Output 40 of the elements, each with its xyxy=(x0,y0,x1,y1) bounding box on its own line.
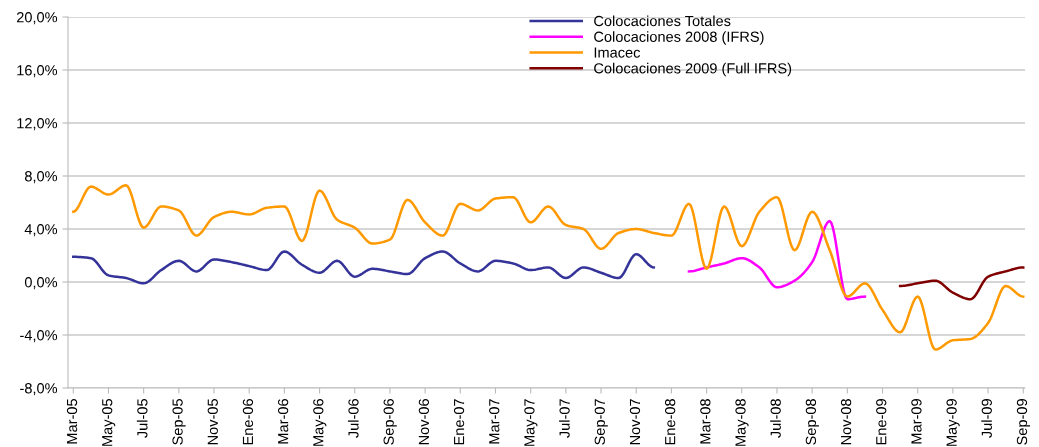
x-tick-label: Mar-06 xyxy=(277,399,289,444)
x-tick-label: May-08 xyxy=(735,399,749,446)
y-tick-label: -4,0% xyxy=(20,330,58,343)
x-tick-label: Ene-07 xyxy=(453,399,465,445)
legend-label: Colocaciones 2008 (IFRS) xyxy=(594,31,764,45)
x-tick-label: Sep-08 xyxy=(805,399,819,445)
x-tick-label: Mar-08 xyxy=(700,399,711,444)
x-tick-label: Mar-07 xyxy=(489,399,500,444)
x-tick-label: Sep-05 xyxy=(172,399,186,445)
x-tick-label: Jul-06 xyxy=(347,399,359,438)
y-tick-label: 12,0% xyxy=(17,118,58,131)
legend-label: Imacec xyxy=(594,47,641,58)
x-tick-label: Nov-08 xyxy=(840,399,852,445)
x-tick-label: Mar-09 xyxy=(911,399,922,444)
x-tick-label: Sep-06 xyxy=(383,399,397,445)
x-tick-label: Ene-09 xyxy=(876,399,887,445)
x-tick-label: Ene-08 xyxy=(664,399,676,445)
x-tick-label: Jul-08 xyxy=(770,399,781,438)
x-tick-label: Jul-07 xyxy=(559,399,570,438)
x-tick-label: Jul-09 xyxy=(981,399,992,438)
x-tick-label: Mar-05 xyxy=(66,399,78,444)
x-tick-label: Nov-05 xyxy=(207,399,218,445)
y-tick-label: 20,0% xyxy=(16,12,58,25)
x-tick-label: May-05 xyxy=(102,399,116,446)
x-tick-label: Sep-07 xyxy=(594,399,608,445)
legend-label: Colocaciones Totales xyxy=(594,15,731,27)
x-tick-label: May-07 xyxy=(524,399,538,446)
x-tick-label: Nov-06 xyxy=(418,399,430,445)
y-tick-label: 16,0% xyxy=(17,65,58,78)
y-tick-label: 8,0% xyxy=(24,171,58,184)
y-tick-label: 4,0% xyxy=(24,224,58,237)
y-tick-label: 0,0% xyxy=(24,277,58,290)
y-tick-label: -8,0% xyxy=(20,383,58,396)
x-tick-label: May-06 xyxy=(313,399,327,446)
x-tick-label: Sep-09 xyxy=(1016,399,1031,445)
legend-label: Colocaciones 2009 (Full IFRS) xyxy=(594,62,792,77)
x-tick-label: May-09 xyxy=(946,399,960,446)
x-tick-label: Nov-07 xyxy=(629,399,641,445)
x-tick-label: Ene-06 xyxy=(242,399,254,445)
x-tick-label: Jul-05 xyxy=(136,399,148,438)
